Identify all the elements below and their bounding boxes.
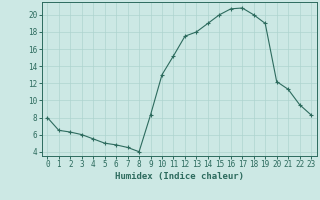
X-axis label: Humidex (Indice chaleur): Humidex (Indice chaleur) — [115, 172, 244, 181]
